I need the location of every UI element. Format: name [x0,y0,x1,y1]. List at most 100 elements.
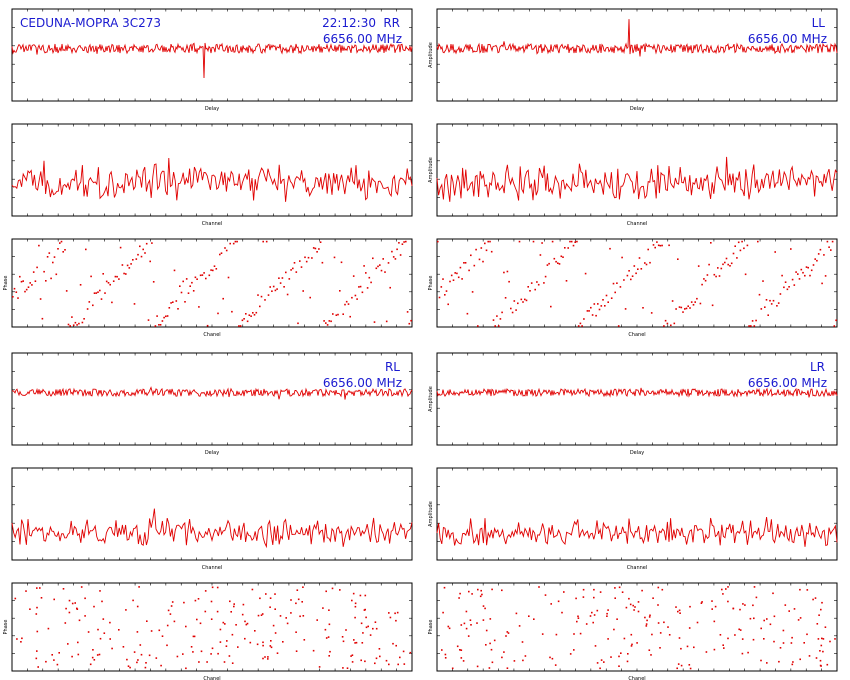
panel-ll-phase-point [677,258,679,260]
panel-lr-phase-point [563,591,565,593]
panel-rr-phase-point [116,275,118,278]
panel-rl-phase-point [327,636,330,638]
panel-lr-phase-point [589,615,592,617]
panel-ll-phase-point [630,278,632,281]
panel-ll-phase-point [478,258,481,261]
panel-rl-phase-point [148,654,151,657]
panel-lr-phase-point [784,604,787,606]
panel-ll-phase-point [557,262,559,264]
panel-rr-phase-point [57,248,59,250]
panel-ll-phase-xlabel: Chanel [628,332,645,338]
panel-rr-phase-point [385,320,388,323]
panel-ll-phase-point [781,274,783,277]
panel-lr-phase-point [505,635,507,637]
panel-ll-phase-point [724,261,726,264]
panel-ll-phase-point [748,325,750,327]
panel-rr-phase-point [245,313,247,315]
baseline-rr: Delay Channel Chanel Phase RR 6656.00 MHz CEDU… [3,8,413,338]
panel-rl-phase-point [71,655,73,658]
panel-rr-phase-point [170,302,172,304]
panel-rl-phase-point [77,641,79,644]
panel-lr-phase-point [596,662,599,664]
panel-rr-phase-point [173,269,176,272]
panel-ll-phase-point [671,300,674,302]
panel-lr-phase-point [637,601,640,603]
panel-rr-phase-point [217,312,219,315]
panel-lr-phase-point [741,652,744,655]
panel-rl-phase-point [403,663,406,665]
panel-rr-phase-point [118,278,120,280]
panel-ll-phase-point [511,311,514,314]
panel-ll-channel-xlabel: Channel [627,221,648,227]
panel-rr-phase-point [137,253,139,256]
panel-rr-phase-point [206,324,209,327]
panel-ll-phase-point [642,307,644,309]
panel-ll-phase-point [555,260,557,263]
panel-ll-phase-point [593,303,596,305]
panel-rl-phase-point [216,586,219,589]
panel-ll-phase-point [560,255,563,258]
panel-rr-phase-point [156,315,158,317]
panel-rr-phase-point [41,317,44,320]
panel-lr-phase-point [753,586,756,588]
panel-rr-phase-point [326,324,329,326]
panel-lr-phase-point [766,618,768,620]
panel-ll-phase-point [610,297,613,299]
panel-ll-phase-point [786,288,789,291]
panel-lr-phase-point [549,656,551,659]
panel-ll-phase-point [623,279,625,281]
panel-ll-phase-point [546,264,549,266]
panel-lr-phase-point [557,600,560,603]
panel-ll-phase-point [657,244,660,247]
panel-rl-phase-point [109,621,111,624]
panel-lr-phase-point [744,604,746,606]
panel-rr-phase-point [22,280,24,282]
panel-rl-phase-point [99,637,102,640]
panel-lr-phase-point [701,601,703,603]
panel-rr-phase-point [243,318,245,320]
panel-rl-phase-point [126,658,128,661]
panel-rr-phase-point [408,322,411,325]
panel-rl-phase-point [204,590,207,592]
panel-ll-phase-point [468,269,470,272]
panel-rl-phase-point [378,648,381,650]
panel-rl-phase-point [237,646,239,648]
panel-rr-phase-point [102,273,104,275]
panel-rl-phase-point [285,617,287,619]
panel-ll-phase-point [762,280,764,282]
panel-ll-phase-point [550,305,552,308]
panel-rr-phase-point [86,308,89,310]
panel-rr-phase-point [95,292,98,294]
panel-rr-phase-point [318,248,320,250]
panel-rr-phase-point [182,280,184,283]
panel-ll-phase-point [685,307,688,310]
panel-ll-phase-point [570,240,573,243]
panel-lr-phase-point [522,659,524,662]
panel-lr-phase-point [569,653,572,655]
panel-rl-phase-point [158,629,161,632]
panel-lr-phase-point [463,622,466,625]
panel-rr-phase-point [168,307,171,309]
panel-rr-phase-point [78,322,80,325]
panel-rl-phase-point [251,588,254,591]
panel-ll-phase-point [823,254,825,256]
panel-rl-phase-point [118,629,120,631]
panel-rl-phase-point [210,618,213,620]
panel-lr-phase-xlabel: Chanel [628,676,645,680]
panel-rl-phase-point [354,616,356,619]
panel-rr-phase-point [67,323,70,326]
panel-lr-phase-point [678,637,681,639]
panel-rl-channel-frame [11,467,413,561]
baseline-lr: Delay Amplitude Channel Amplitude Chanel Phas… [428,352,838,680]
panel-rl-phase-point [269,597,272,599]
panel-ll-phase-point [588,310,590,312]
panel-ll-channel-trace [436,156,838,202]
panel-ll-phase-point [689,307,691,309]
panel-ll-phase-point [624,308,627,310]
panel-rr-phase-point [27,286,30,288]
panel-rl-phase-point [58,652,60,654]
panel-lr-phase-point [561,611,563,614]
panel-rl-phase-point [331,587,334,590]
panel-ll-phase-point [673,322,676,325]
